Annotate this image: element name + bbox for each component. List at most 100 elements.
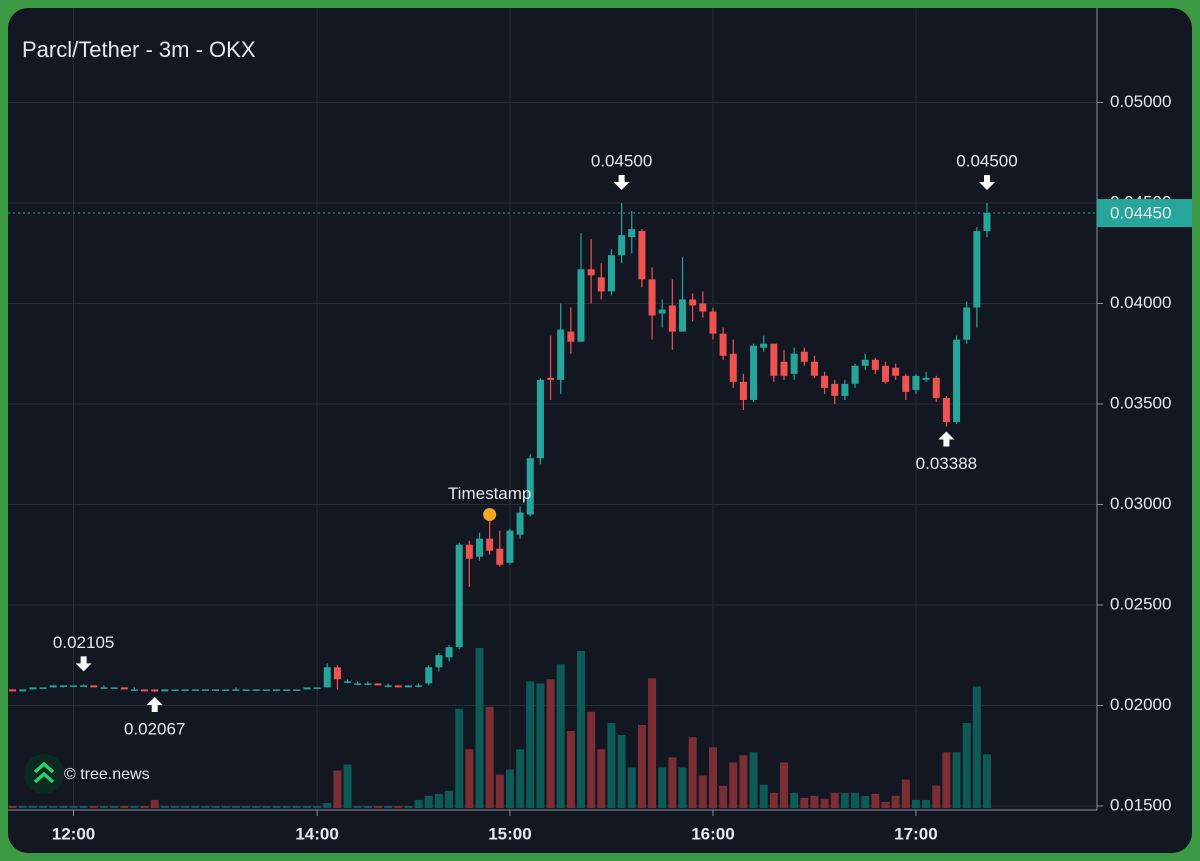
- volume-bar: [861, 795, 870, 808]
- volume-bar: [191, 805, 200, 808]
- candle-body: [699, 303, 707, 312]
- last-price-box: [1097, 199, 1192, 228]
- axes: 0.01500 0.02000 0.02500 0.03000 0.03500 0.040…: [52, 92, 1192, 843]
- volume-bar: [668, 757, 677, 808]
- annotation-arrow: [75, 656, 92, 672]
- candle-body: [841, 383, 849, 396]
- volume-bar: [617, 735, 626, 808]
- volume-bar: [18, 805, 27, 808]
- volume-bar: [130, 805, 139, 808]
- volume-bar: [577, 651, 585, 808]
- candle-body: [283, 689, 291, 691]
- volume-bar: [739, 755, 748, 808]
- candle-body: [638, 231, 646, 280]
- volume-bar: [790, 792, 799, 808]
- volume-bar: [901, 779, 910, 808]
- annotation-arrow: [938, 431, 955, 447]
- candle-body: [618, 235, 626, 256]
- volume-bar: [211, 805, 220, 808]
- candle-body: [729, 353, 737, 382]
- last-price-label: 0.04450: [1110, 204, 1171, 223]
- candle-body: [201, 689, 209, 691]
- volume-bar: [597, 749, 606, 808]
- candle-body: [516, 512, 524, 535]
- candle-body: [963, 307, 971, 340]
- candle-body: [912, 375, 920, 390]
- volume-bar: [302, 805, 311, 808]
- volume-bar: [505, 769, 514, 808]
- volume-bar: [658, 767, 667, 808]
- annotation-label: 0.04500: [591, 151, 652, 170]
- volume-bar: [282, 805, 291, 808]
- volume-bar: [394, 805, 403, 808]
- candle-body: [607, 255, 615, 292]
- candle-body: [262, 689, 270, 691]
- candle-body: [506, 530, 514, 563]
- candle-body: [415, 685, 423, 687]
- candle-body: [70, 685, 77, 687]
- candle-body: [557, 329, 565, 380]
- volume-bar: [607, 722, 616, 808]
- volume-bar: [99, 805, 108, 808]
- candle-body: [780, 361, 788, 376]
- volume-bar: [231, 805, 240, 808]
- y-tick-label: 0.02500: [1110, 594, 1171, 613]
- candle-body: [953, 339, 961, 423]
- volume-bar: [911, 799, 920, 808]
- watermark: © tree.news: [64, 766, 150, 783]
- volume-bar: [840, 792, 849, 808]
- candle-body: [973, 231, 981, 308]
- candle-body: [161, 689, 169, 692]
- volume-bar: [688, 737, 697, 808]
- volume-bar: [424, 795, 433, 808]
- candle-body: [902, 375, 910, 392]
- volume-bar: [648, 678, 657, 808]
- candle-body: [59, 685, 67, 687]
- candle-body: [547, 377, 555, 380]
- candle-body: [212, 689, 220, 691]
- x-tick-label: 16:00: [691, 824, 734, 843]
- candle-body: [851, 365, 859, 384]
- candle-body: [29, 687, 37, 690]
- candle-body: [120, 687, 128, 690]
- volume-bar: [830, 792, 839, 808]
- candle-body: [445, 647, 453, 658]
- volume-bar: [171, 805, 179, 808]
- plot-area: [8, 202, 1097, 808]
- candle-body: [333, 667, 341, 680]
- candle-body: [709, 311, 717, 334]
- annotation-arrow: [613, 174, 630, 190]
- candle-body: [668, 305, 676, 332]
- volume-bar: [79, 805, 88, 808]
- x-tick-label: 15:00: [488, 824, 531, 843]
- candle-body: [831, 383, 839, 396]
- candle-body: [252, 689, 260, 691]
- y-tick-label: 0.02000: [1110, 695, 1171, 714]
- volume-bar: [333, 770, 342, 808]
- volume-bar: [719, 785, 728, 808]
- volume-bar: [160, 805, 169, 808]
- candle-body: [810, 361, 818, 376]
- volume-bar: [374, 805, 382, 808]
- candle-body: [871, 359, 879, 370]
- candle-body: [354, 683, 362, 685]
- volume-bar: [962, 722, 971, 808]
- candle-body: [821, 375, 829, 388]
- volume-bar: [28, 805, 37, 808]
- volume-bar: [536, 683, 545, 808]
- x-tick-label: 14:00: [295, 824, 338, 843]
- candle-body: [171, 689, 179, 691]
- candle-body: [679, 299, 686, 332]
- volume-bar: [39, 805, 48, 808]
- event-marker: [483, 508, 497, 522]
- volume-bar: [932, 785, 941, 808]
- candle-body: [344, 681, 352, 683]
- volume-bar: [292, 805, 301, 808]
- volume-bar: [698, 775, 707, 808]
- volume-bar: [526, 681, 535, 808]
- candle-body: [861, 359, 869, 366]
- volume-bar: [546, 679, 555, 808]
- volume-bar: [343, 764, 352, 808]
- y-tick-label: 0.05000: [1110, 92, 1171, 111]
